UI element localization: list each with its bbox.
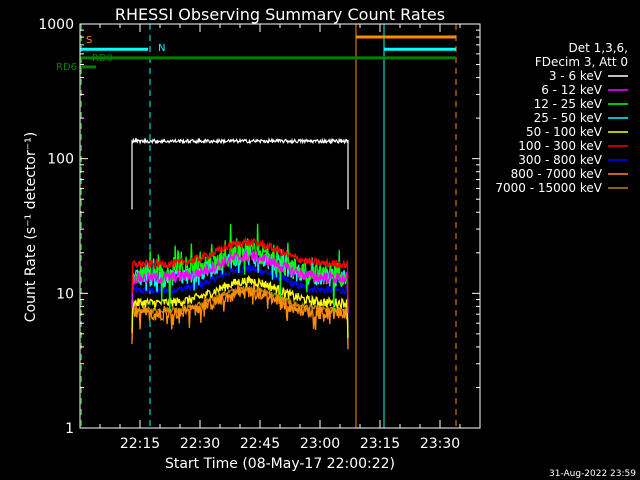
y-tick-label: 10 <box>56 286 74 302</box>
x-tick-label: 22:30 <box>180 436 220 452</box>
flag-label-n: N <box>158 43 165 54</box>
series-line-800-7000-kev <box>131 278 349 350</box>
x-tick-label: 22:45 <box>240 436 280 452</box>
x-axis: 22:15 22:30 22:45 23:00 23:15 23:30 <box>79 24 481 452</box>
series-line-3-6-kev <box>131 137 349 210</box>
legend-label: 100 - 300 keV <box>518 139 602 153</box>
chart-title: RHESSI Observing Summary Count Rates <box>115 5 445 24</box>
series-line-7000-15000-kev <box>131 285 349 346</box>
series-line-6-12-kev <box>131 249 349 314</box>
x-tick-label: 23:30 <box>420 436 460 452</box>
generated-timestamp: 31-Aug-2022 23:59 <box>549 469 636 479</box>
legend-label: 25 - 50 keV <box>534 111 603 125</box>
legend-label: 6 - 12 keV <box>541 83 603 97</box>
legend-label: 7000 - 15000 keV <box>495 181 602 195</box>
legend-label: 800 - 7000 keV <box>511 167 603 181</box>
series-line-50-100-kev <box>131 274 349 338</box>
flag-label-s: S <box>86 35 92 46</box>
flag-label-rd0: RD0 <box>92 53 113 64</box>
x-axis-label: Start Time (08-May-17 22:00:22) <box>165 456 395 472</box>
y-tick-label: 1 <box>65 421 74 437</box>
series-line-12-25-kev <box>131 223 349 313</box>
series-line-300-800-kev <box>131 265 349 326</box>
y-tick-label: 1000 <box>38 17 74 33</box>
y-axis: 1 10 100 1000 <box>38 17 480 437</box>
x-tick-label: 23:00 <box>300 436 340 452</box>
legend-header: FDecim 3, Att 0 <box>535 55 628 69</box>
legend-header: Det 1,3,6, <box>569 41 629 55</box>
y-tick-label: 100 <box>47 152 74 168</box>
legend-label: 3 - 6 keV <box>549 69 603 83</box>
plot-area <box>80 24 457 428</box>
legend-label: 12 - 25 keV <box>534 97 603 111</box>
x-tick-label: 23:15 <box>360 436 400 452</box>
flag-label-rd6: RD6 <box>56 62 77 73</box>
y-axis-label: Count Rate (s⁻¹ detector⁻¹) <box>23 132 39 322</box>
legend-label: 50 - 100 keV <box>526 125 603 139</box>
series-line-100-300-kev <box>131 236 349 300</box>
x-tick-label: 22:15 <box>120 436 160 452</box>
legend-label: 300 - 800 keV <box>518 153 602 167</box>
